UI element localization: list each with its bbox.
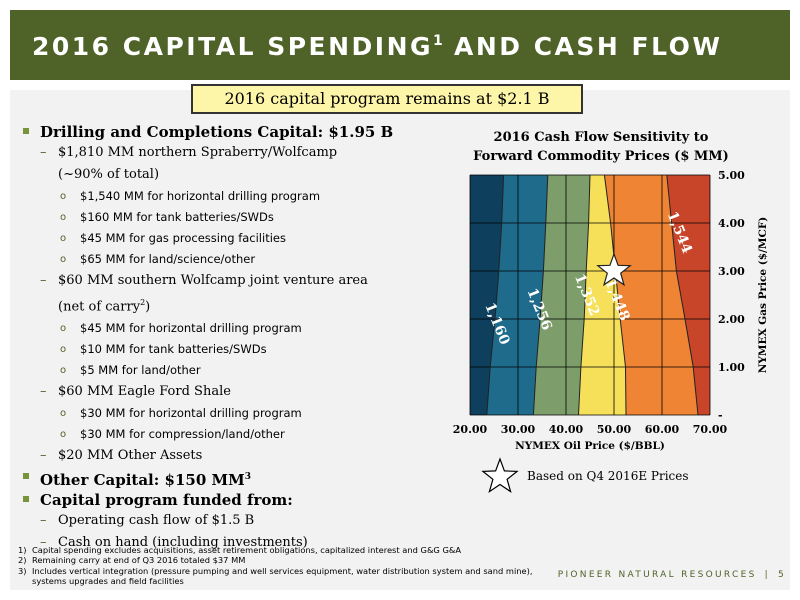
sub-bullet-spraberry-cont: (~90% of total) <box>58 167 160 182</box>
sub-bullet-southern-cont: (net of carry2) <box>58 298 151 315</box>
x-tick-label: 50.00 <box>597 423 632 436</box>
x-tick-label: 40.00 <box>549 423 584 436</box>
band-5 <box>666 175 710 415</box>
bullet-other-capital: Other Capital: $150 MM3 <box>22 467 442 490</box>
legend-star-icon <box>481 457 519 494</box>
x-axis-title: NYMEX Oil Price ($/BBL) <box>515 440 665 452</box>
item-southern-3: $5 MM for land/other <box>22 360 442 381</box>
sub-bullet-eagle: $60 MM Eagle Ford Shale <box>22 381 442 403</box>
header-bar: 2016 CAPITAL SPENDING1 AND CASH FLOW <box>10 10 790 80</box>
sub-bullet-southern: $60 MM southern Wolfcamp joint venture a… <box>22 270 442 292</box>
x-tick-label: 70.00 <box>693 423 728 436</box>
sub-bullet-cash-on-hand: Cash on hand (including investments) <box>22 532 442 554</box>
item-eagle-2: $30 MM for compression/land/other <box>22 424 442 445</box>
y-tick-label: - <box>718 409 723 422</box>
star-legend-label: Based on Q4 2016E Prices <box>527 469 689 483</box>
page-number: 5 <box>777 570 786 580</box>
summary-banner: 2016 capital program remains at $2.1 B <box>191 84 583 114</box>
sub-bullet-operating-cash: Operating cash flow of $1.5 B <box>22 510 442 532</box>
contour-line-2 <box>532 174 549 416</box>
price-marker-star <box>596 252 632 287</box>
contour-line-4 <box>603 174 627 416</box>
page-title: 2016 CAPITAL SPENDING1 AND CASH FLOW <box>32 32 723 61</box>
footnotes: 1) Capital spending excludes acquisitions… <box>18 545 538 586</box>
bullet-funded: Capital program funded from: <box>22 490 442 510</box>
y-tick-label: 5.00 <box>718 169 745 182</box>
item-spraberry-3: $45 MM for gas processing facilities <box>22 228 442 249</box>
x-tick-label: 20.00 <box>453 423 488 436</box>
company-brand: PIONEER NATURAL RESOURCES | 5 <box>557 570 786 580</box>
footnote-3: 3) Includes vertical integration (pressur… <box>18 565 533 586</box>
item-southern-2: $10 MM for tank batteries/SWDs <box>22 339 442 360</box>
item-spraberry-4: $65 MM for land/science/other <box>22 249 442 270</box>
footnote-2: 2) Remaining carry at end of Q3 2016 tota… <box>18 555 246 566</box>
sub-bullet-other-assets: $20 MM Other Assets <box>22 445 442 467</box>
sub-bullet-spraberry: $1,810 MM northern Spraberry/Wolfcamp <box>22 142 442 164</box>
y-tick-label: 4.00 <box>718 217 745 230</box>
bullet-list: Drilling and Completions Capital: $1.95 … <box>22 122 442 554</box>
y-axis-title: NYMEX Gas Price ($/MCF) <box>757 217 769 374</box>
x-tick-label: 60.00 <box>645 423 680 436</box>
footnote-1: 1) Capital spending excludes acquisitions… <box>18 545 462 555</box>
chart-title: 2016 Cash Flow Sensitivity to Forward Co… <box>473 130 729 164</box>
contour-line-1 <box>486 174 505 416</box>
y-tick-label: 3.00 <box>718 265 745 278</box>
x-tick-label: 30.00 <box>501 423 536 436</box>
y-tick-label: 1.00 <box>718 361 745 374</box>
y-tick-label: 2.00 <box>718 313 745 326</box>
item-eagle-1: $30 MM for horizontal drilling program <box>22 403 442 424</box>
item-spraberry-1: $1,540 MM for horizontal drilling progra… <box>22 186 442 207</box>
contour-line-5 <box>666 174 699 416</box>
bullet-drilling: Drilling and Completions Capital: $1.95 … <box>22 122 442 142</box>
item-spraberry-2: $160 MM for tank batteries/SWDs <box>22 207 442 228</box>
contour-line-3 <box>578 174 591 416</box>
title-footnote-marker: 1 <box>433 33 443 49</box>
item-southern-1: $45 MM for horizontal drilling program <box>22 318 442 339</box>
